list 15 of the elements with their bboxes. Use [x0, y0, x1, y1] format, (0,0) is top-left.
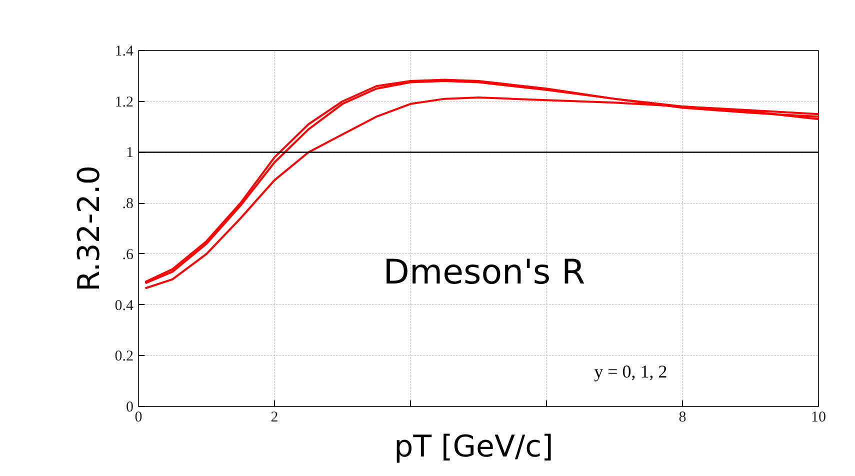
- y-tick-label: 1.2: [114, 94, 134, 110]
- annotation: Dmeson's R: [383, 252, 586, 293]
- x-axis-title: pT [GeV/c]: [394, 430, 554, 464]
- x-tick-label: 10: [811, 410, 826, 426]
- y-tick-label: 0: [126, 400, 134, 416]
- y-tick-label: .6: [122, 246, 134, 263]
- y-axis-title: R.32-2.0: [72, 165, 107, 292]
- y-tick-label: 1: [126, 145, 134, 162]
- y-tick-label: 1.4: [114, 44, 134, 60]
- x-tick-label: 8: [678, 410, 686, 426]
- y-tick-label: 0.4: [114, 298, 134, 314]
- annotation: y = 0, 1, 2: [594, 362, 668, 382]
- x-tick-label: 2: [270, 410, 278, 426]
- y-tick-label: 0.2: [114, 348, 134, 365]
- y-tick-label: .8: [122, 196, 134, 212]
